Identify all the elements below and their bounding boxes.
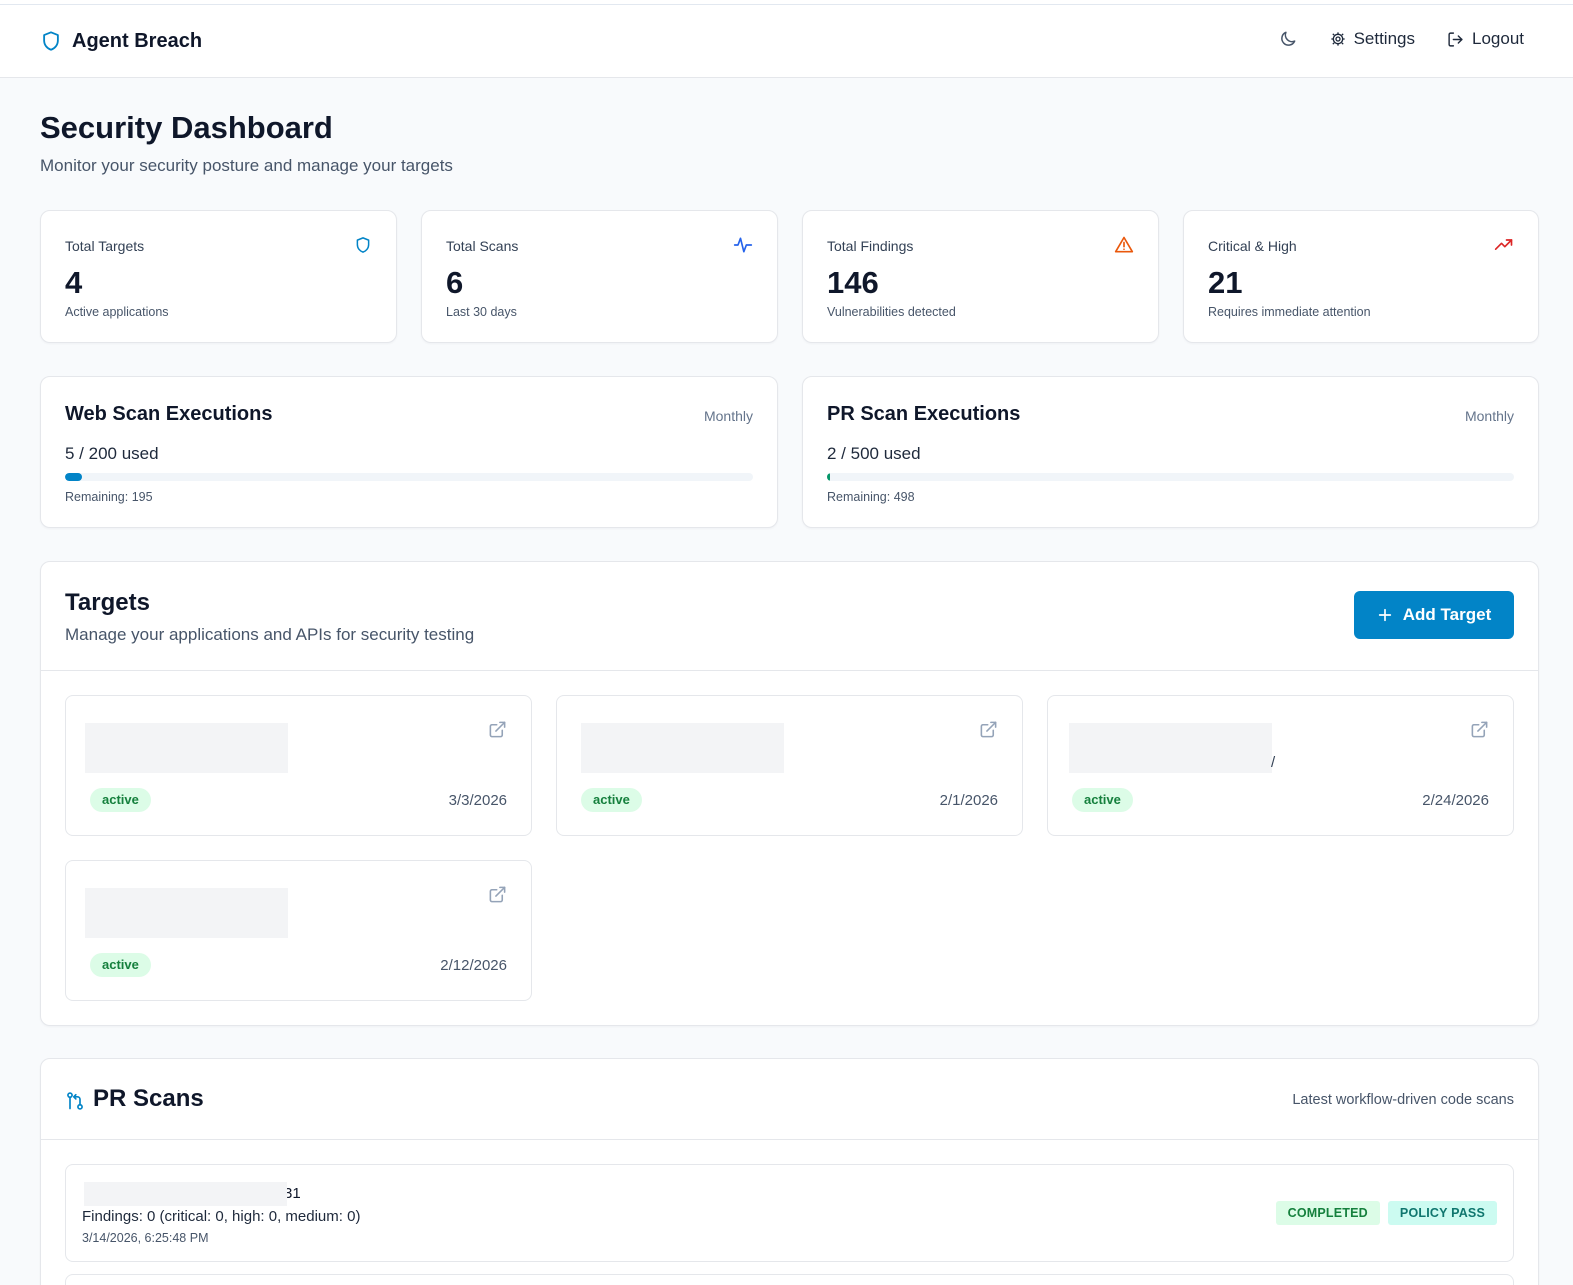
stat-label: Critical & High	[1208, 238, 1297, 254]
stat-value: 21	[1208, 265, 1243, 300]
targets-panel: Targets Manage your applications and API…	[40, 561, 1539, 1026]
target-date: 2/24/2026	[1422, 792, 1489, 809]
status-badge: active	[90, 788, 151, 812]
usage-title: PR Scan Executions	[827, 403, 1021, 425]
target-card[interactable]: active 3/3/2026	[65, 695, 532, 836]
stat-card-critical-high: Critical & High 21 Requires immediate at…	[1183, 210, 1539, 343]
pr-scan-timestamp: 3/14/2026, 6:25:48 PM	[82, 1231, 209, 1245]
target-date: 2/12/2026	[440, 957, 507, 974]
usage-used: 2 / 500 used	[827, 444, 921, 463]
external-link-icon[interactable]	[488, 885, 507, 909]
add-target-button[interactable]: Add Target	[1354, 591, 1514, 639]
stat-value: 4	[65, 265, 83, 300]
web-scan-usage-card: Web Scan Executions Monthly 5 / 200 used…	[40, 376, 778, 528]
pr-scan-row[interactable]: 31 Findings: 0 (critical: 0, high: 0, me…	[65, 1164, 1514, 1262]
external-link-icon[interactable]	[488, 720, 507, 744]
divider	[41, 1139, 1538, 1140]
activity-icon	[733, 235, 753, 260]
section-title: Targets	[65, 589, 150, 616]
redacted-target-name	[1069, 723, 1272, 773]
page-subtitle: Monitor your security posture and manage…	[40, 156, 453, 175]
target-date: 2/1/2026	[939, 792, 998, 809]
stat-label: Total Targets	[65, 238, 145, 254]
pr-scan-findings: Findings: 0 (critical: 0, high: 0, mediu…	[82, 1208, 361, 1225]
usage-remaining: Remaining: 195	[65, 490, 153, 504]
section-title: PR Scans	[93, 1085, 204, 1112]
target-card[interactable]: / active 2/24/2026	[1047, 695, 1514, 836]
usage-period: Monthly	[703, 408, 753, 424]
divider	[41, 670, 1538, 671]
stat-card-total-targets: Total Targets 4 Active applications	[40, 210, 397, 343]
moon-icon[interactable]	[1278, 29, 1298, 49]
pr-scans-panel: PR Scans Latest workflow-driven code sca…	[40, 1058, 1539, 1285]
logout-label: Logout	[1472, 29, 1524, 48]
redacted-target-name	[85, 888, 288, 938]
alert-triangle-icon	[1114, 235, 1134, 260]
redacted-target-name	[85, 723, 288, 773]
stat-caption: Vulnerabilities detected	[827, 305, 956, 319]
shield-icon	[354, 235, 372, 260]
stat-value: 146	[827, 265, 879, 300]
logout-link[interactable]: Logout	[1447, 29, 1524, 49]
usage-remaining: Remaining: 498	[827, 490, 915, 504]
redacted-pr-name	[84, 1182, 287, 1206]
pr-scan-usage-card: PR Scan Executions Monthly 2 / 500 used …	[802, 376, 1539, 528]
target-card[interactable]: active 2/12/2026	[65, 860, 532, 1001]
stat-label: Total Findings	[827, 238, 914, 254]
section-subtitle: Manage your applications and APIs for se…	[65, 625, 475, 644]
git-pull-request-icon	[65, 1090, 85, 1117]
external-link-icon[interactable]	[1470, 720, 1489, 744]
usage-progress-fill	[827, 473, 830, 481]
section-subtitle: Latest workflow-driven code scans	[1292, 1092, 1514, 1108]
brand[interactable]: Agent Breach	[40, 29, 202, 53]
pr-scan-row[interactable]	[65, 1274, 1514, 1285]
header-nav: Settings Logout	[1278, 29, 1524, 49]
trending-up-icon	[1494, 235, 1514, 260]
external-link-icon[interactable]	[979, 720, 998, 744]
usage-used: 5 / 200 used	[65, 444, 159, 463]
target-date: 3/3/2026	[448, 792, 507, 809]
stat-caption: Last 30 days	[446, 305, 517, 319]
gear-icon	[1330, 31, 1346, 47]
usage-title: Web Scan Executions	[65, 403, 273, 425]
usage-progress-fill	[65, 473, 83, 481]
stat-caption: Requires immediate attention	[1208, 305, 1371, 319]
add-target-label: Add Target	[1402, 605, 1492, 624]
plus-icon	[1377, 607, 1393, 623]
target-card[interactable]: active 2/1/2026	[556, 695, 1023, 836]
stat-card-total-findings: Total Findings 146 Vulnerabilities detec…	[802, 210, 1159, 343]
usage-progress-bar	[827, 473, 1514, 481]
target-name-suffix: /	[1271, 754, 1276, 771]
usage-progress-bar	[65, 473, 753, 481]
redacted-target-name	[581, 723, 784, 773]
policy-badge: POLICY PASS	[1387, 1201, 1497, 1225]
settings-link[interactable]: Settings	[1330, 29, 1415, 49]
page-title: Security Dashboard	[40, 110, 333, 145]
status-badge: active	[581, 788, 642, 812]
status-badge: active	[90, 953, 151, 977]
stat-card-total-scans: Total Scans 6 Last 30 days	[421, 210, 778, 343]
pr-scan-badges: COMPLETED POLICY PASS	[1275, 1201, 1497, 1225]
shield-icon	[40, 29, 62, 53]
stat-value: 6	[446, 265, 464, 300]
logout-icon	[1447, 31, 1464, 48]
status-badge: active	[1072, 788, 1133, 812]
settings-label: Settings	[1353, 29, 1415, 48]
pr-scan-name: 31	[284, 1185, 301, 1202]
app-name: Agent Breach	[72, 29, 203, 52]
stat-caption: Active applications	[65, 305, 169, 319]
stat-label: Total Scans	[446, 238, 519, 254]
status-badge: COMPLETED	[1275, 1201, 1380, 1225]
window-top-edge	[0, 0, 1573, 5]
top-navbar: Agent Breach Settings Logout	[0, 5, 1573, 78]
usage-period: Monthly	[1464, 408, 1514, 424]
